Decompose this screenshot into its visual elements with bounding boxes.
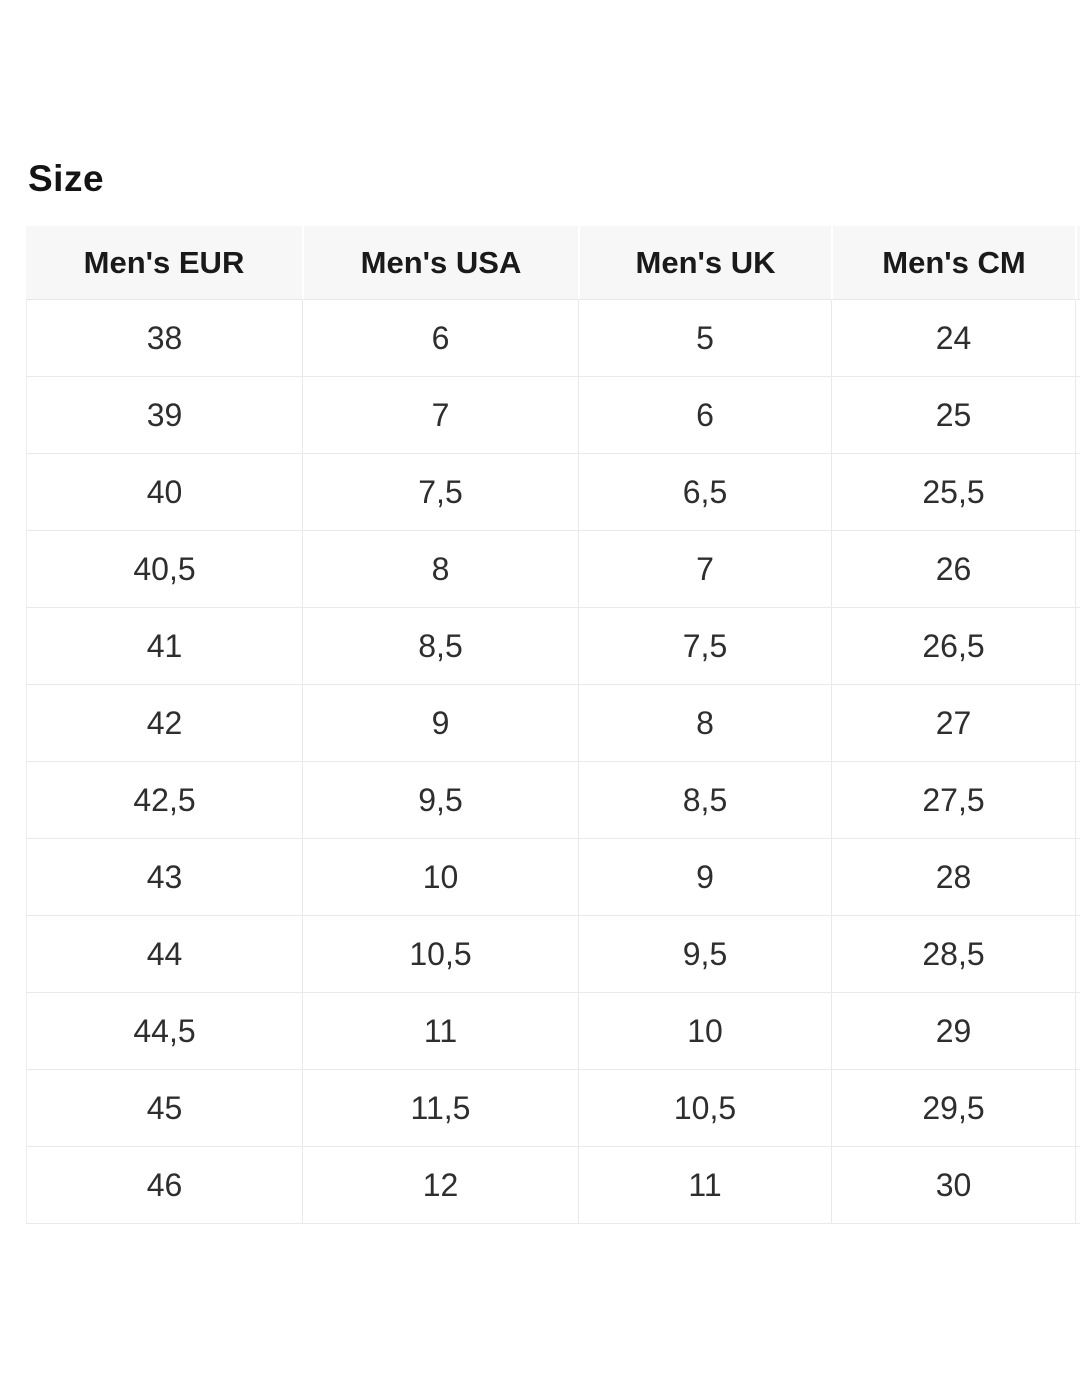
table-cell: 27,5 (831, 762, 1075, 839)
table-row: 42 9 8 27 (26, 685, 1080, 762)
table-cell: 25 (831, 377, 1075, 454)
table-cell-clipped (1075, 762, 1080, 839)
table-cell: 28,5 (831, 916, 1075, 993)
table-row: 43 10 9 28 (26, 839, 1080, 916)
table-cell: 40,5 (26, 531, 302, 608)
table-row: 40,5 8 7 26 (26, 531, 1080, 608)
table-cell: 7 (578, 531, 831, 608)
table-cell: 38 (26, 300, 302, 377)
table-cell-clipped (1075, 839, 1080, 916)
table-cell: 11 (302, 993, 578, 1070)
table-cell: 44,5 (26, 993, 302, 1070)
table-cell: 9 (578, 839, 831, 916)
table-cell: 7,5 (302, 454, 578, 531)
table-cell: 9 (302, 685, 578, 762)
table-cell: 29,5 (831, 1070, 1075, 1147)
table-cell: 28 (831, 839, 1075, 916)
table-row: 44,5 11 10 29 (26, 993, 1080, 1070)
table-cell: 27 (831, 685, 1075, 762)
table-cell: 25,5 (831, 454, 1075, 531)
table-row: 46 12 11 30 (26, 1147, 1080, 1224)
table-cell: 8 (302, 531, 578, 608)
table-row: 45 11,5 10,5 29,5 (26, 1070, 1080, 1147)
table-cell: 42 (26, 685, 302, 762)
column-header: Men's UK (578, 226, 831, 300)
column-header-clipped (1075, 226, 1080, 300)
column-header: Men's USA (302, 226, 578, 300)
table-cell: 7,5 (578, 608, 831, 685)
table-row: 40 7,5 6,5 25,5 (26, 454, 1080, 531)
table-cell-clipped (1075, 300, 1080, 377)
table-cell: 24 (831, 300, 1075, 377)
table-cell-clipped (1075, 531, 1080, 608)
table-cell: 39 (26, 377, 302, 454)
table-body: 38 6 5 24 39 7 6 25 40 7,5 6,5 25,5 40,5 8 7 26 41 8,5 7,5… (26, 300, 1080, 1224)
table-cell: 40 (26, 454, 302, 531)
table-cell: 10,5 (302, 916, 578, 993)
table-cell: 12 (302, 1147, 578, 1224)
table-cell-clipped (1075, 608, 1080, 685)
table-cell: 8,5 (578, 762, 831, 839)
size-table: Men's EUR Men's USA Men's UK Men's CM 38 6 5 2… (26, 226, 1080, 1224)
table-cell: 26,5 (831, 608, 1075, 685)
table-row: 39 7 6 25 (26, 377, 1080, 454)
table-cell: 5 (578, 300, 831, 377)
table-cell: 6 (578, 377, 831, 454)
table-cell: 6,5 (578, 454, 831, 531)
table-cell: 9,5 (302, 762, 578, 839)
table-cell-clipped (1075, 993, 1080, 1070)
table-row: 41 8,5 7,5 26,5 (26, 608, 1080, 685)
table-cell: 9,5 (578, 916, 831, 993)
table-cell-clipped (1075, 1070, 1080, 1147)
table-row: 42,5 9,5 8,5 27,5 (26, 762, 1080, 839)
column-header: Men's CM (831, 226, 1075, 300)
table-cell: 42,5 (26, 762, 302, 839)
table-cell-clipped (1075, 916, 1080, 993)
table-cell: 11,5 (302, 1070, 578, 1147)
page-title: Size (28, 158, 105, 199)
table-cell: 45 (26, 1070, 302, 1147)
table-cell-clipped (1075, 685, 1080, 762)
table-row: 38 6 5 24 (26, 300, 1080, 377)
table-cell: 29 (831, 993, 1075, 1070)
table-row: 44 10,5 9,5 28,5 (26, 916, 1080, 993)
table-cell: 30 (831, 1147, 1075, 1224)
table-cell: 10 (578, 993, 831, 1070)
table-cell: 11 (578, 1147, 831, 1224)
column-header: Men's EUR (26, 226, 302, 300)
table-cell: 10 (302, 839, 578, 916)
table-cell: 10,5 (578, 1070, 831, 1147)
table-cell: 7 (302, 377, 578, 454)
table-cell-clipped (1075, 454, 1080, 531)
table-cell: 6 (302, 300, 578, 377)
table-cell: 44 (26, 916, 302, 993)
table-cell: 8,5 (302, 608, 578, 685)
size-table-wrap: Men's EUR Men's USA Men's UK Men's CM 38 6 5 2… (26, 226, 1080, 1224)
table-cell-clipped (1075, 1147, 1080, 1224)
header-row: Men's EUR Men's USA Men's UK Men's CM (26, 226, 1080, 300)
table-cell: 43 (26, 839, 302, 916)
table-cell: 41 (26, 608, 302, 685)
table-cell-clipped (1075, 377, 1080, 454)
table-cell: 46 (26, 1147, 302, 1224)
table-cell: 8 (578, 685, 831, 762)
table-cell: 26 (831, 531, 1075, 608)
